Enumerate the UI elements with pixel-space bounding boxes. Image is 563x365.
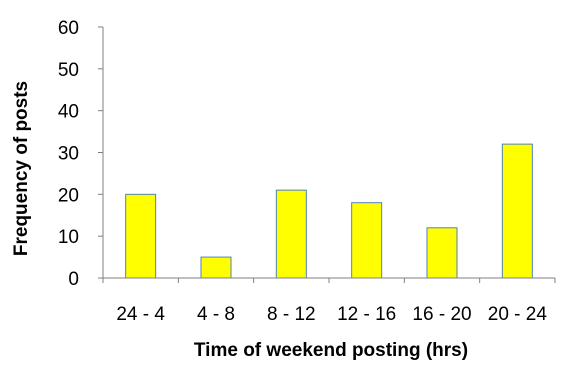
x-tick-label: 12 - 16 xyxy=(337,304,396,325)
x-axis-title: Time of weekend posting (hrs) xyxy=(194,340,468,361)
bar-20-24 xyxy=(501,143,533,279)
x-tick-label: 4 - 8 xyxy=(197,304,235,325)
y-axis-ticks: 0 10 20 30 40 50 60 xyxy=(58,18,103,290)
x-axis-ticks: 24 - 4 4 - 8 8 - 12 12 - 16 16 - 20 20 - 24 xyxy=(102,278,556,325)
x-tick-label: 16 - 20 xyxy=(412,304,471,325)
y-tick-label: 0 xyxy=(68,269,79,290)
x-tick-label: 8 - 12 xyxy=(267,304,316,325)
y-axis-title: Frequency of posts xyxy=(11,81,32,256)
x-tick-label: 20 - 24 xyxy=(488,304,548,325)
y-tick-label: 30 xyxy=(58,144,79,165)
y-tick-label: 60 xyxy=(58,18,79,39)
x-tick-label: 24 - 4 xyxy=(116,304,165,325)
bars xyxy=(125,143,533,279)
y-tick-label: 40 xyxy=(58,102,79,123)
y-tick-label: 10 xyxy=(58,227,79,248)
bar-4-8 xyxy=(200,256,232,279)
bar-16-20 xyxy=(426,227,458,279)
bar-8-12 xyxy=(275,189,307,279)
bar-12-16 xyxy=(351,202,383,279)
bar-24-4 xyxy=(125,193,157,279)
y-tick-label: 20 xyxy=(58,185,79,206)
y-tick-label: 50 xyxy=(58,60,79,81)
